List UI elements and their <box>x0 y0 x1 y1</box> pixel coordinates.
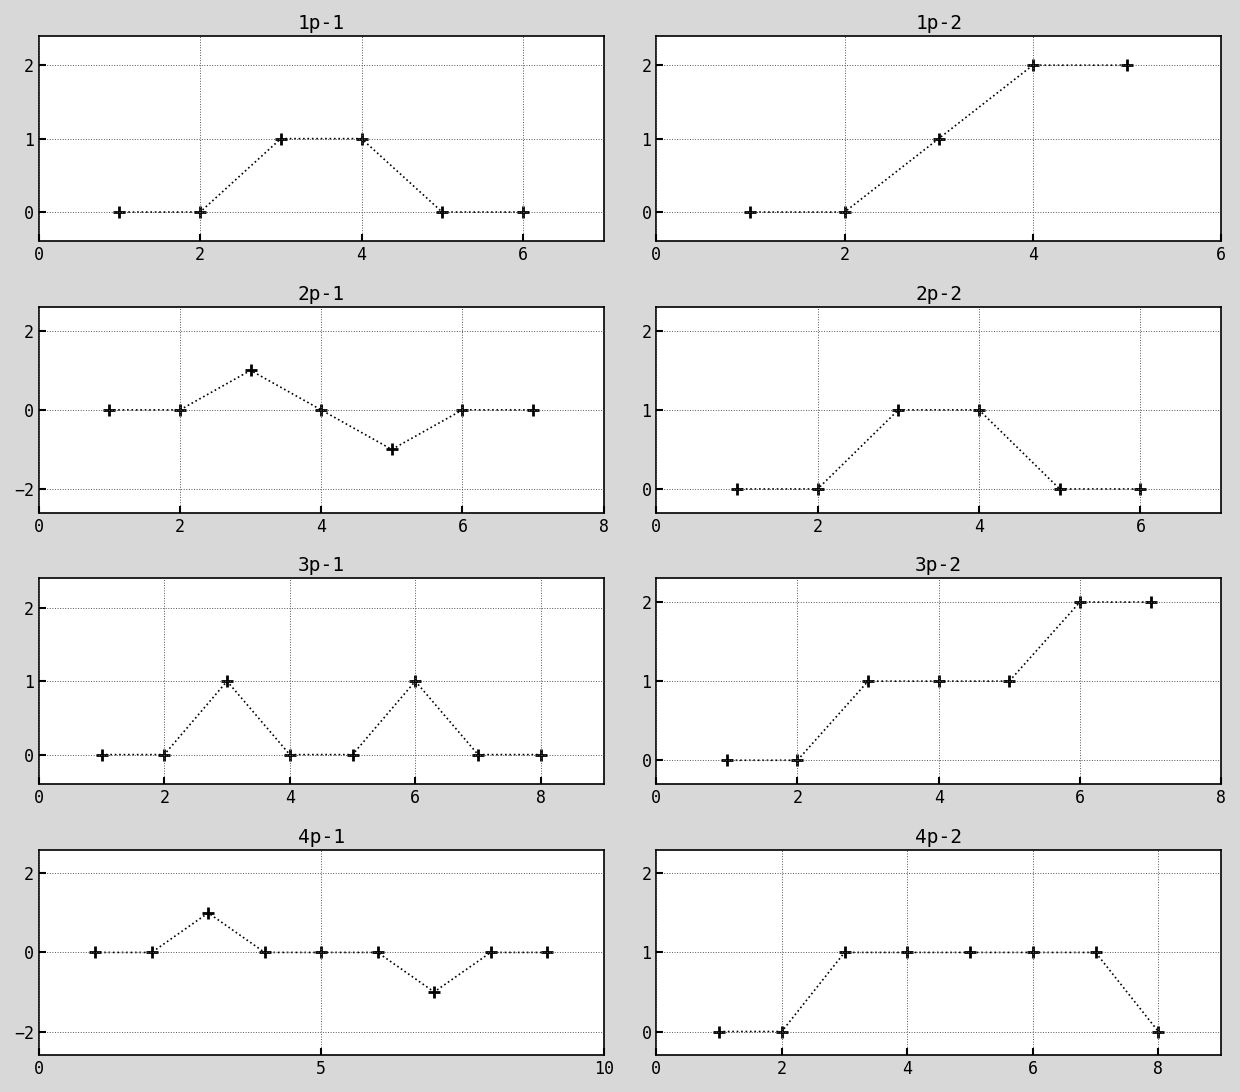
Title: 3p-2: 3p-2 <box>915 557 962 575</box>
Title: 1p-1: 1p-1 <box>298 14 345 33</box>
Title: 4p-2: 4p-2 <box>915 828 962 846</box>
Title: 2p-1: 2p-1 <box>298 285 345 305</box>
Title: 1p-2: 1p-2 <box>915 14 962 33</box>
Title: 2p-2: 2p-2 <box>915 285 962 305</box>
Title: 3p-1: 3p-1 <box>298 557 345 575</box>
Title: 4p-1: 4p-1 <box>298 828 345 846</box>
